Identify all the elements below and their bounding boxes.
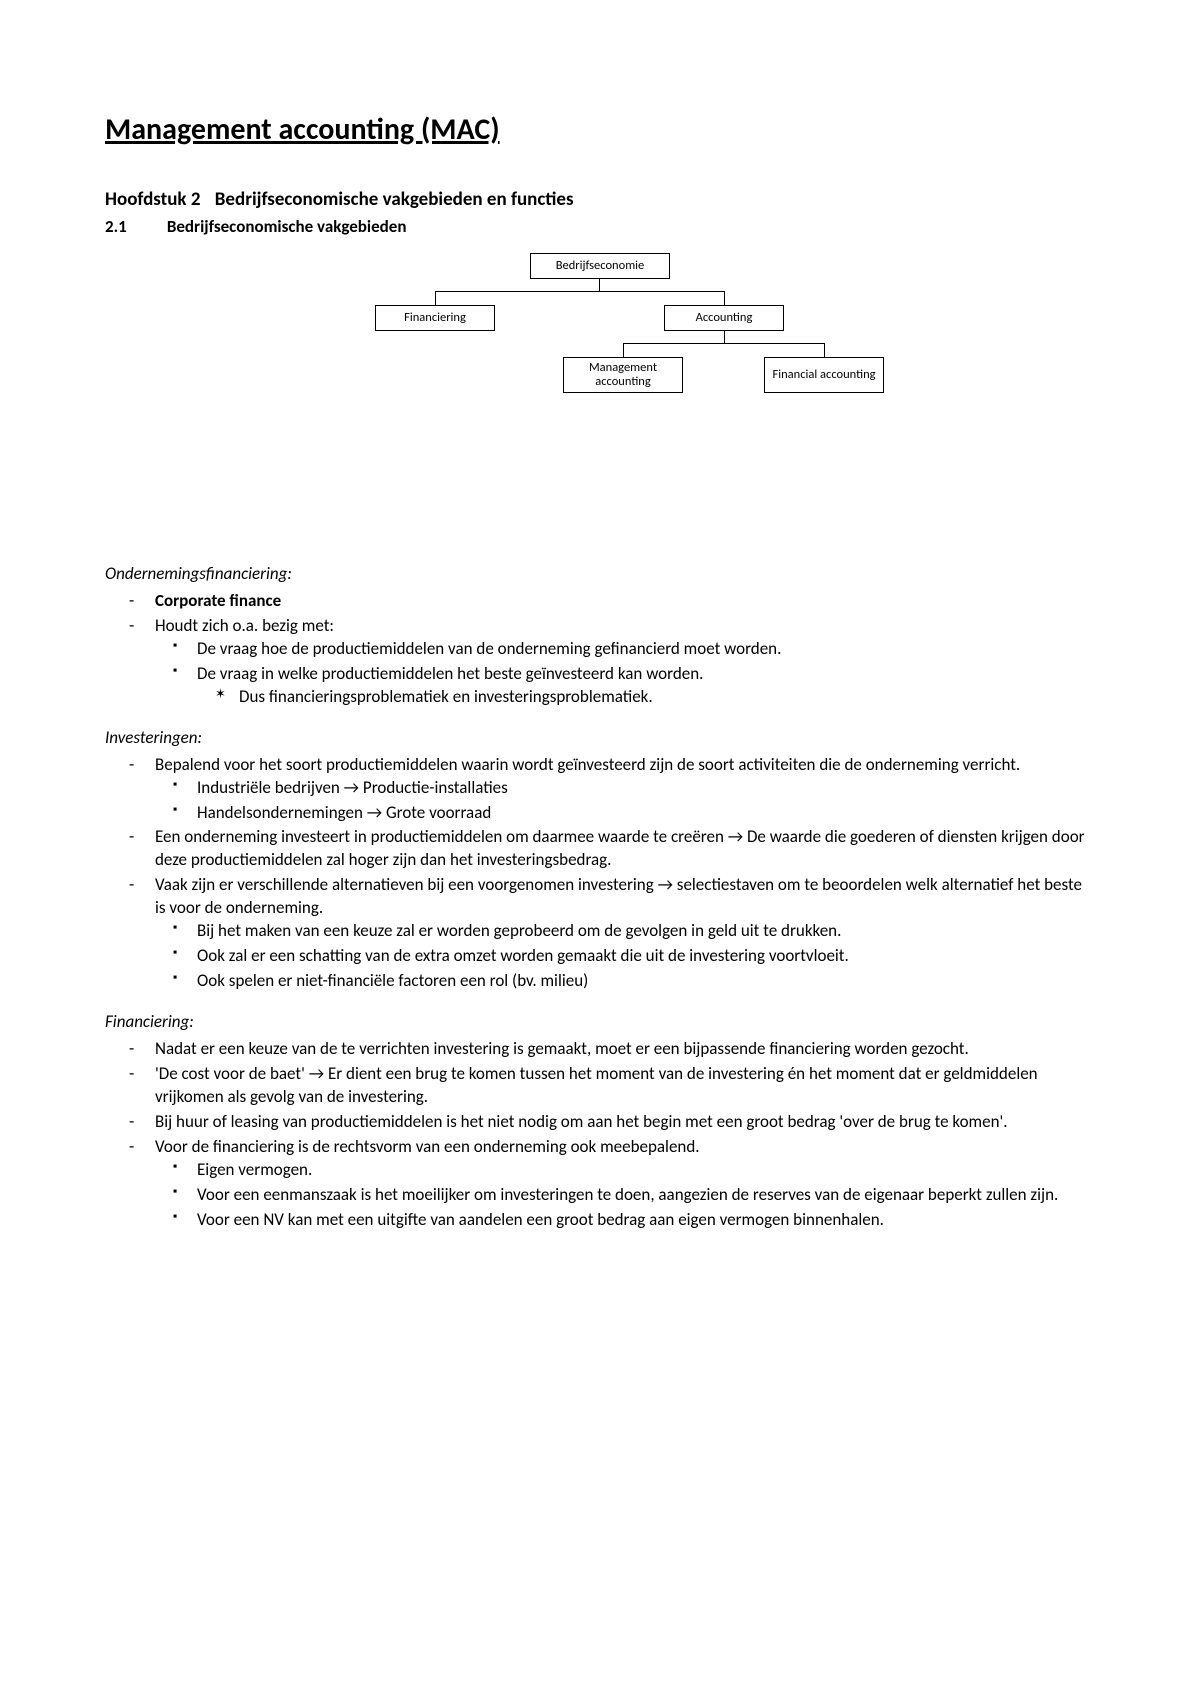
list-item: Ook zal er een schatting van de extra om… [197, 945, 1095, 968]
page-title: Management accounting (MAC) [105, 110, 1095, 151]
list-item: Voor de financiering is de rechtsvorm va… [155, 1136, 1095, 1232]
chapter-number: Hoofdstuk 2 [105, 187, 200, 213]
subheading-ondernemingsfinanciering: Ondernemingsfinanciering: [105, 563, 1095, 586]
list-item: Dus financieringsproblematiek en investe… [239, 686, 1095, 709]
tree-node-financiering: Financiering [375, 305, 495, 331]
list-item: Eigen vermogen. [197, 1159, 1095, 1182]
sublist: Dus financieringsproblematiek en investe… [197, 686, 1095, 709]
tree-connector [724, 331, 725, 343]
list-item-text: Corporate finance [155, 590, 281, 611]
tree-connector [824, 343, 825, 357]
list-item-text: Houdt zich o.a. bezig met: [155, 615, 334, 636]
tree-node-financial-accounting: Financial accounting [764, 357, 884, 393]
list-item: Industriële bedrijven → Productie-instal… [197, 777, 1095, 800]
subheading-financiering: Financiering: [105, 1011, 1095, 1034]
list-item: Ook spelen er niet-financiële factoren e… [197, 970, 1095, 993]
tree-connector [623, 343, 825, 344]
list-item-text: De vraag in welke productiemiddelen het … [197, 663, 703, 684]
list-item-text: Bepalend voor het soort productiemiddele… [155, 754, 1020, 775]
list-item: De vraag hoe de productiemiddelen van de… [197, 638, 1095, 661]
sublist: Eigen vermogen. Voor een eenmanszaak is … [155, 1159, 1095, 1232]
org-tree-diagram: Bedrijfseconomie Financiering Accounting… [320, 253, 880, 413]
sublist: Bij het maken van een keuze zal er worde… [155, 920, 1095, 993]
tree-connector [724, 291, 725, 305]
tree-connector [599, 279, 600, 291]
section-heading: 2.1 Bedrijfseconomische vakgebieden [105, 216, 1095, 239]
sublist: Industriële bedrijven → Productie-instal… [155, 777, 1095, 825]
list-item: Bij het maken van een keuze zal er worde… [197, 920, 1095, 943]
list-investeringen: Bepalend voor het soort productiemiddele… [105, 754, 1095, 993]
subheading-investeringen: Investeringen: [105, 727, 1095, 750]
list-item: Corporate finance [155, 590, 1095, 613]
tree-node-accounting: Accounting [664, 305, 784, 331]
list-item: 'De cost voor de baet' → Er dient een br… [155, 1063, 1095, 1109]
list-item: Bij huur of leasing van productiemiddele… [155, 1111, 1095, 1134]
section-number: 2.1 [105, 216, 163, 239]
list-item: Houdt zich o.a. bezig met: De vraag hoe … [155, 615, 1095, 709]
list-item: Vaak zijn er verschillende alternatieven… [155, 874, 1095, 993]
sublist: De vraag hoe de productiemiddelen van de… [155, 638, 1095, 709]
list-item: Voor een NV kan met een uitgifte van aan… [197, 1209, 1095, 1232]
tree-connector [623, 343, 624, 357]
list-item: Handelsondernemingen → Grote voorraad [197, 802, 1095, 825]
tree-connector [435, 291, 436, 305]
list-item: Voor een eenmanszaak is het moeilijker o… [197, 1184, 1095, 1207]
list-financiering: Nadat er een keuze van de te verrichten … [105, 1038, 1095, 1232]
chapter-title: Bedrijfseconomische vakgebieden en funct… [215, 188, 574, 211]
list-item: De vraag in welke productiemiddelen het … [197, 663, 1095, 709]
tree-node-management-accounting: Management accounting [563, 357, 683, 393]
chapter-heading: Hoofdstuk 2 Bedrijfseconomische vakgebie… [105, 187, 1095, 213]
list-item: Bepalend voor het soort productiemiddele… [155, 754, 1095, 825]
list-ondernemingsfinanciering: Corporate finance Houdt zich o.a. bezig … [105, 590, 1095, 709]
list-item: Nadat er een keuze van de te verrichten … [155, 1038, 1095, 1061]
section-title: Bedrijfseconomische vakgebieden [167, 216, 407, 237]
list-item-text: Vaak zijn er verschillende alternatieven… [155, 874, 1082, 918]
list-item: Een onderneming investeert in productiem… [155, 826, 1095, 872]
list-item-text: Voor de financiering is de rechtsvorm va… [155, 1136, 700, 1157]
tree-connector [435, 291, 725, 292]
tree-node-root: Bedrijfseconomie [530, 253, 670, 279]
